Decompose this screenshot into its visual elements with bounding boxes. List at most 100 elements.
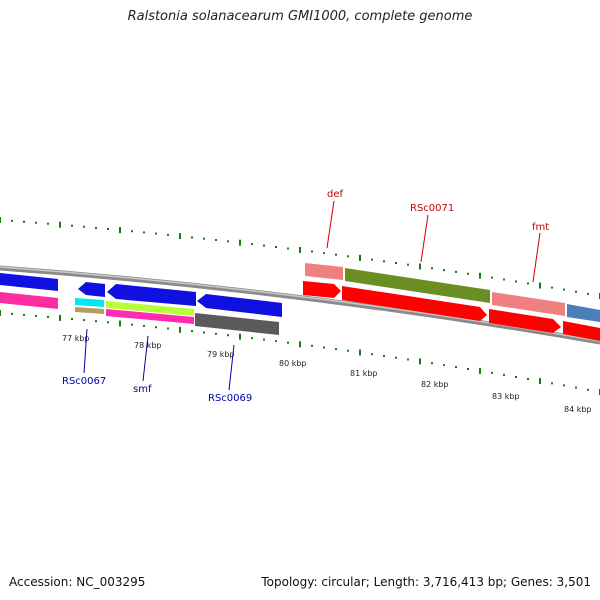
upper-minor-tick xyxy=(35,221,37,224)
feature-gray[interactable] xyxy=(195,313,279,335)
upper-minor-tick xyxy=(335,253,337,256)
feature-def[interactable] xyxy=(305,263,343,280)
upper-minor-tick xyxy=(83,225,85,228)
upper-minor-tick xyxy=(155,232,157,235)
upper-minor-tick xyxy=(167,233,169,236)
lower-minor-tick xyxy=(47,315,49,318)
upper-major-tick xyxy=(119,227,121,234)
feature-magenta-smf[interactable] xyxy=(106,309,194,324)
gene-label-def[interactable]: def xyxy=(327,189,344,200)
upper-minor-tick xyxy=(467,272,469,275)
upper-minor-tick xyxy=(275,246,277,248)
lower-minor-tick xyxy=(323,346,325,349)
leader-def xyxy=(326,200,335,249)
lower-major-tick xyxy=(539,378,541,385)
upper-minor-tick xyxy=(263,244,265,247)
feature-blue-left-upper[interactable] xyxy=(0,273,58,291)
feature-steelblue[interactable] xyxy=(567,304,600,322)
tick-label-79kbp: 79 kbp xyxy=(207,350,235,359)
tick-label-77kbp: 77 kbp xyxy=(62,334,90,343)
upper-minor-tick xyxy=(455,270,457,273)
feature-olive[interactable] xyxy=(75,307,104,314)
feature-red-right-edge[interactable] xyxy=(563,321,600,341)
lower-major-tick xyxy=(59,314,61,321)
feature-cyan[interactable] xyxy=(75,298,104,307)
lower-minor-tick xyxy=(575,386,577,389)
lower-minor-tick xyxy=(383,355,385,357)
lower-minor-tick xyxy=(587,388,589,391)
lower-minor-tick xyxy=(251,337,253,340)
upper-minor-tick xyxy=(491,276,493,279)
feature-yellowgreen[interactable] xyxy=(106,301,194,316)
upper-minor-tick xyxy=(515,280,517,283)
feature-fmt-red-arrow[interactable] xyxy=(489,309,561,333)
lower-minor-tick xyxy=(455,366,457,368)
feature-rsc0071[interactable] xyxy=(345,268,490,303)
gene-label-smf[interactable]: smf xyxy=(133,384,152,395)
gene-label-rsc0071[interactable]: RSc0071 xyxy=(410,203,454,214)
feature-rsc0067-arrow[interactable] xyxy=(78,282,105,297)
upper-minor-tick xyxy=(323,252,325,255)
lower-minor-tick xyxy=(347,349,349,352)
genome-backbone xyxy=(0,265,600,345)
upper-minor-tick xyxy=(251,243,253,246)
upper-minor-tick xyxy=(107,228,109,230)
leader-rsc0069 xyxy=(228,344,235,391)
feature-rsc0069-arrow[interactable] xyxy=(197,294,282,317)
upper-minor-tick xyxy=(311,250,313,253)
upper-minor-tick xyxy=(443,269,445,272)
feature-rsc0071-red-arrow[interactable] xyxy=(342,286,487,321)
lower-minor-tick xyxy=(527,378,529,380)
upper-minor-tick xyxy=(503,278,505,281)
lower-minor-tick xyxy=(107,321,109,324)
upper-minor-tick xyxy=(383,260,385,263)
upper-minor-tick xyxy=(47,222,49,225)
feature-fmt[interactable] xyxy=(492,292,565,316)
lower-minor-tick xyxy=(443,364,445,367)
upper-minor-tick xyxy=(371,258,373,261)
lower-minor-tick xyxy=(395,356,397,359)
lower-minor-tick xyxy=(203,331,205,334)
upper-major-tick xyxy=(419,263,421,270)
lower-major-tick xyxy=(0,310,1,316)
upper-minor-tick xyxy=(95,226,97,229)
upper-minor-tick xyxy=(575,290,577,293)
lower-minor-tick xyxy=(515,376,517,378)
lower-minor-tick xyxy=(275,340,277,343)
lower-minor-tick xyxy=(35,314,37,317)
accession-text: Accession: NC_003295 xyxy=(9,575,146,589)
upper-major-tick xyxy=(359,254,361,261)
upper-minor-tick xyxy=(407,263,409,266)
upper-minor-tick xyxy=(347,255,349,258)
lower-major-tick xyxy=(179,326,181,333)
feature-pink-left-lower[interactable] xyxy=(0,292,58,309)
feature-def-red-arrow[interactable] xyxy=(303,281,341,298)
lower-minor-tick xyxy=(155,326,157,329)
tick-label-82kbp: 82 kbp xyxy=(421,380,449,389)
upper-minor-tick xyxy=(563,288,565,291)
lower-minor-tick xyxy=(263,338,265,341)
leader-fmt xyxy=(532,232,541,283)
lower-minor-tick xyxy=(227,334,229,337)
lower-minor-tick xyxy=(287,341,289,344)
lower-minor-tick xyxy=(167,327,169,330)
lower-minor-tick xyxy=(143,324,145,327)
lower-minor-tick xyxy=(563,384,565,387)
lower-minor-tick xyxy=(215,332,217,335)
upper-minor-tick xyxy=(71,224,73,227)
leader-rsc0071 xyxy=(420,214,429,263)
gene-label-fmt[interactable]: fmt xyxy=(532,222,549,233)
upper-minor-tick xyxy=(203,237,205,240)
lower-major-tick xyxy=(299,341,301,348)
upper-major-tick xyxy=(479,272,481,279)
lower-minor-tick xyxy=(311,344,313,347)
lower-minor-tick xyxy=(551,382,553,385)
gene-label-rsc0069[interactable]: RSc0069 xyxy=(208,393,252,404)
upper-minor-tick xyxy=(287,247,289,250)
lower-major-tick xyxy=(119,320,121,327)
upper-minor-tick xyxy=(143,231,145,234)
lower-minor-tick xyxy=(131,323,133,326)
gene-label-rsc0067[interactable]: RSc0067 xyxy=(62,376,106,387)
upper-minor-tick xyxy=(215,239,217,241)
feature-smf-arrow[interactable] xyxy=(107,284,196,306)
